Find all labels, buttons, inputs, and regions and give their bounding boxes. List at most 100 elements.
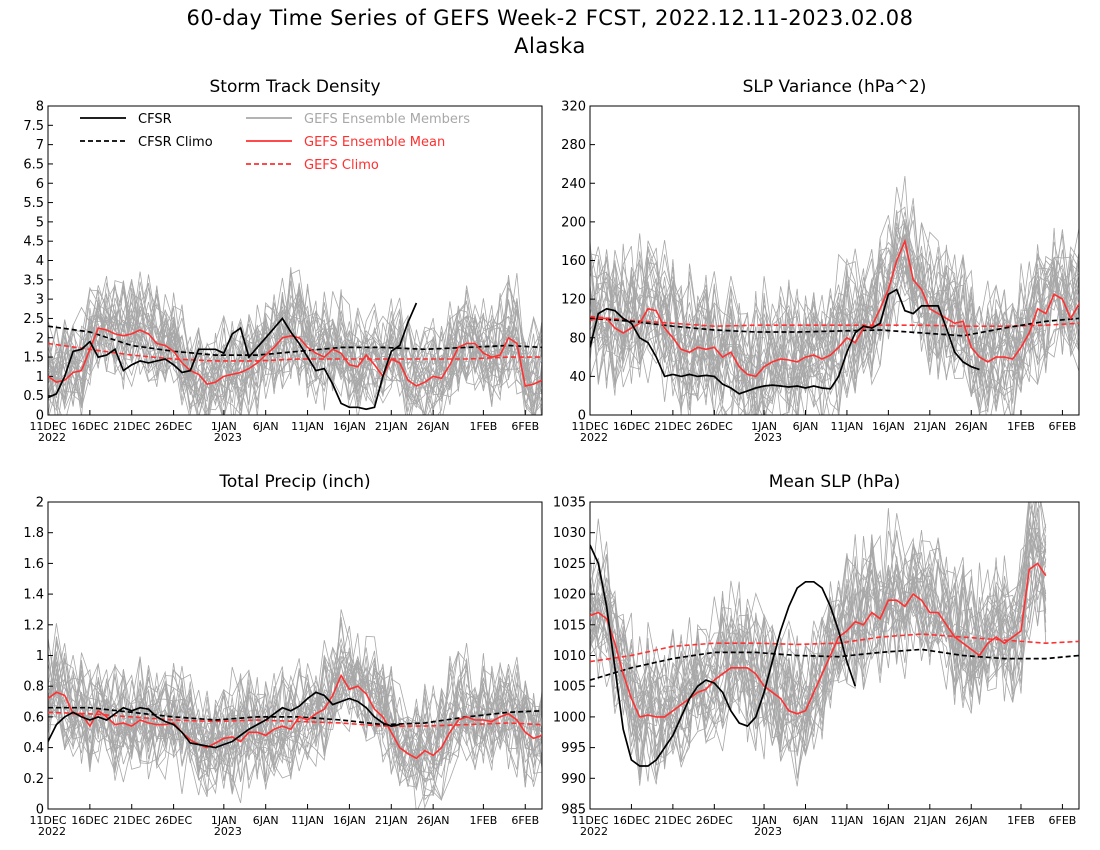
x-tick-label: 2023 [214,431,242,444]
x-tick-label: 6JAN [253,420,279,433]
y-tick-label: 320 [561,100,586,115]
x-tick-label: 1JAN [751,814,777,827]
y-tick-label: 6 [36,177,44,192]
ensemble-member-line [590,528,1047,778]
main-title-line2: Alaska [514,34,586,58]
y-tick-label: 2 [36,331,44,346]
y-tick-label: 0.2 [23,772,44,787]
y-tick-label: 0 [578,409,586,424]
x-tick-label: 11JAN [291,420,324,433]
series-line-cfsr [590,288,980,395]
x-tick-label: 21DEC [654,814,691,827]
ensemble-member-line [48,281,542,415]
ensemble-member-line [590,535,1047,770]
y-tick-label: 1010 [553,649,586,664]
x-tick-label: 16DEC [71,420,108,433]
panel-title: Storm Track Density [209,77,380,97]
y-tick-label: 7.5 [23,119,44,134]
x-tick-label: 1JAN [211,814,237,827]
x-tick-label: 1FEB [1007,814,1035,827]
y-tick-label: 40 [569,370,586,385]
main-title: 60-day Time Series of GEFS Week-2 FCST, … [0,4,1100,60]
y-tick-label: 7 [36,138,44,153]
x-tick-label: 26JAN [417,814,450,827]
series-line-cfsr [48,302,418,411]
x-tick-label: 1FEB [469,814,497,827]
x-tick-label: 1JAN [211,420,237,433]
y-tick-label: 1.5 [23,351,44,366]
series-line-gefs-climo [590,315,1079,328]
y-tick-label: 240 [561,177,586,192]
y-tick-label: 2 [36,496,44,511]
x-tick-label: 2023 [754,825,782,838]
ensemble-member-line [590,508,1047,763]
x-tick-label: 11JAN [831,814,864,827]
main-title-line1: 60-day Time Series of GEFS Week-2 FCST, … [186,6,914,30]
ensemble-member-line [48,657,542,780]
ensemble-members [48,267,542,415]
x-tick-label: 2022 [580,431,608,444]
y-tick-label: 1.4 [23,588,44,603]
series-line-cfsr [590,544,857,767]
series-line-cfsr-climo [590,648,1079,681]
legend-label: GEFS Ensemble Mean [304,135,445,150]
ensemble-member-line [590,234,1079,415]
x-tick-label: 26DEC [155,420,192,433]
y-tick-label: 5.5 [23,196,44,211]
x-tick-label: 6JAN [253,814,279,827]
y-tick-label: 4 [36,254,44,269]
ensemble-member-line [48,274,542,415]
x-tick-label: 11DEC [571,420,608,433]
series-line-gefs-ensemble-mean [48,673,542,760]
panel-title: SLP Variance (hPa^2) [743,77,927,97]
y-tick-label: 2.5 [23,312,44,327]
y-tick-label: 1015 [553,618,586,633]
x-tick-label: 16DEC [613,814,650,827]
y-tick-label: 1000 [553,710,586,725]
ensemble-members [48,609,542,809]
y-tick-label: 1 [36,370,44,385]
y-tick-label: 200 [561,215,586,230]
y-tick-label: 120 [561,293,586,308]
series-line-gefs-climo [48,342,542,362]
x-tick-label: 11DEC [29,814,66,827]
x-tick-label: 16DEC [613,420,650,433]
x-tick-label: 2022 [580,825,608,838]
x-tick-label: 26JAN [955,814,988,827]
ensemble-member-line [48,270,542,415]
legend-label: GEFS Climo [304,158,379,173]
ensemble-member-line [590,220,1079,415]
x-tick-label: 2023 [214,825,242,838]
y-tick-label: 4.5 [23,235,44,250]
y-tick-label: 0.5 [23,389,44,404]
ensemble-member-line [48,655,542,772]
x-tick-label: 6JAN [793,814,819,827]
legend-label: CFSR Climo [138,135,213,150]
x-tick-label: 26DEC [696,814,733,827]
x-tick-label: 11DEC [29,420,66,433]
ensemble-member-line [590,234,1079,415]
y-tick-label: 160 [561,254,586,269]
legend-label: CFSR [138,112,172,127]
x-tick-label: 6FEB [511,420,539,433]
x-tick-label: 11DEC [571,814,608,827]
y-tick-label: 80 [569,331,586,346]
ensemble-member-line [590,211,1079,415]
x-tick-label: 16DEC [71,814,108,827]
y-tick-label: 8 [36,100,44,115]
y-tick-label: 985 [561,803,586,818]
x-tick-label: 1FEB [1007,420,1035,433]
y-tick-label: 0 [36,803,44,818]
y-tick-label: 995 [561,741,586,756]
ensemble-member-line [590,234,1079,392]
y-tick-label: 3 [36,293,44,308]
x-tick-label: 26DEC [155,814,192,827]
x-tick-label: 26JAN [955,420,988,433]
panel-storm-track-density: Storm Track Density 0 0.5 1 1.5 2 2.5 3 3.5 4 4.5 5… [23,77,543,444]
ensemble-member-line [590,528,1047,781]
x-tick-label: 21JAN [375,814,408,827]
ensemble-member-line [590,232,1079,415]
ensemble-member-line [48,277,542,415]
x-tick-label: 2023 [754,431,782,444]
